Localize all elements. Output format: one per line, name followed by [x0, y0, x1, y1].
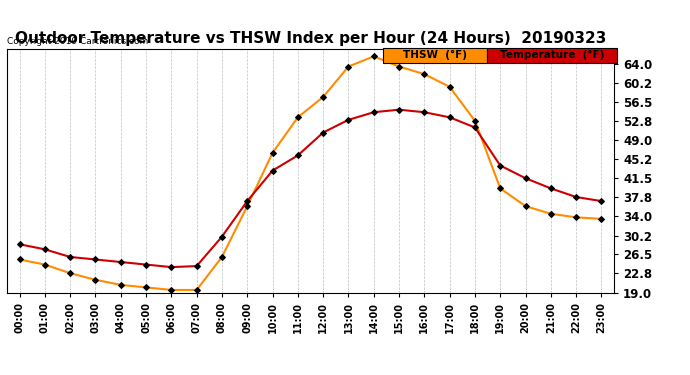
FancyBboxPatch shape: [486, 48, 617, 63]
Text: THSW  (°F): THSW (°F): [403, 50, 467, 60]
Title: Outdoor Temperature vs THSW Index per Hour (24 Hours)  20190323: Outdoor Temperature vs THSW Index per Ho…: [14, 31, 607, 46]
Text: Copyright 2019 Cartronics.com: Copyright 2019 Cartronics.com: [7, 38, 148, 46]
FancyBboxPatch shape: [384, 48, 486, 63]
Text: Temperature  (°F): Temperature (°F): [500, 50, 604, 60]
